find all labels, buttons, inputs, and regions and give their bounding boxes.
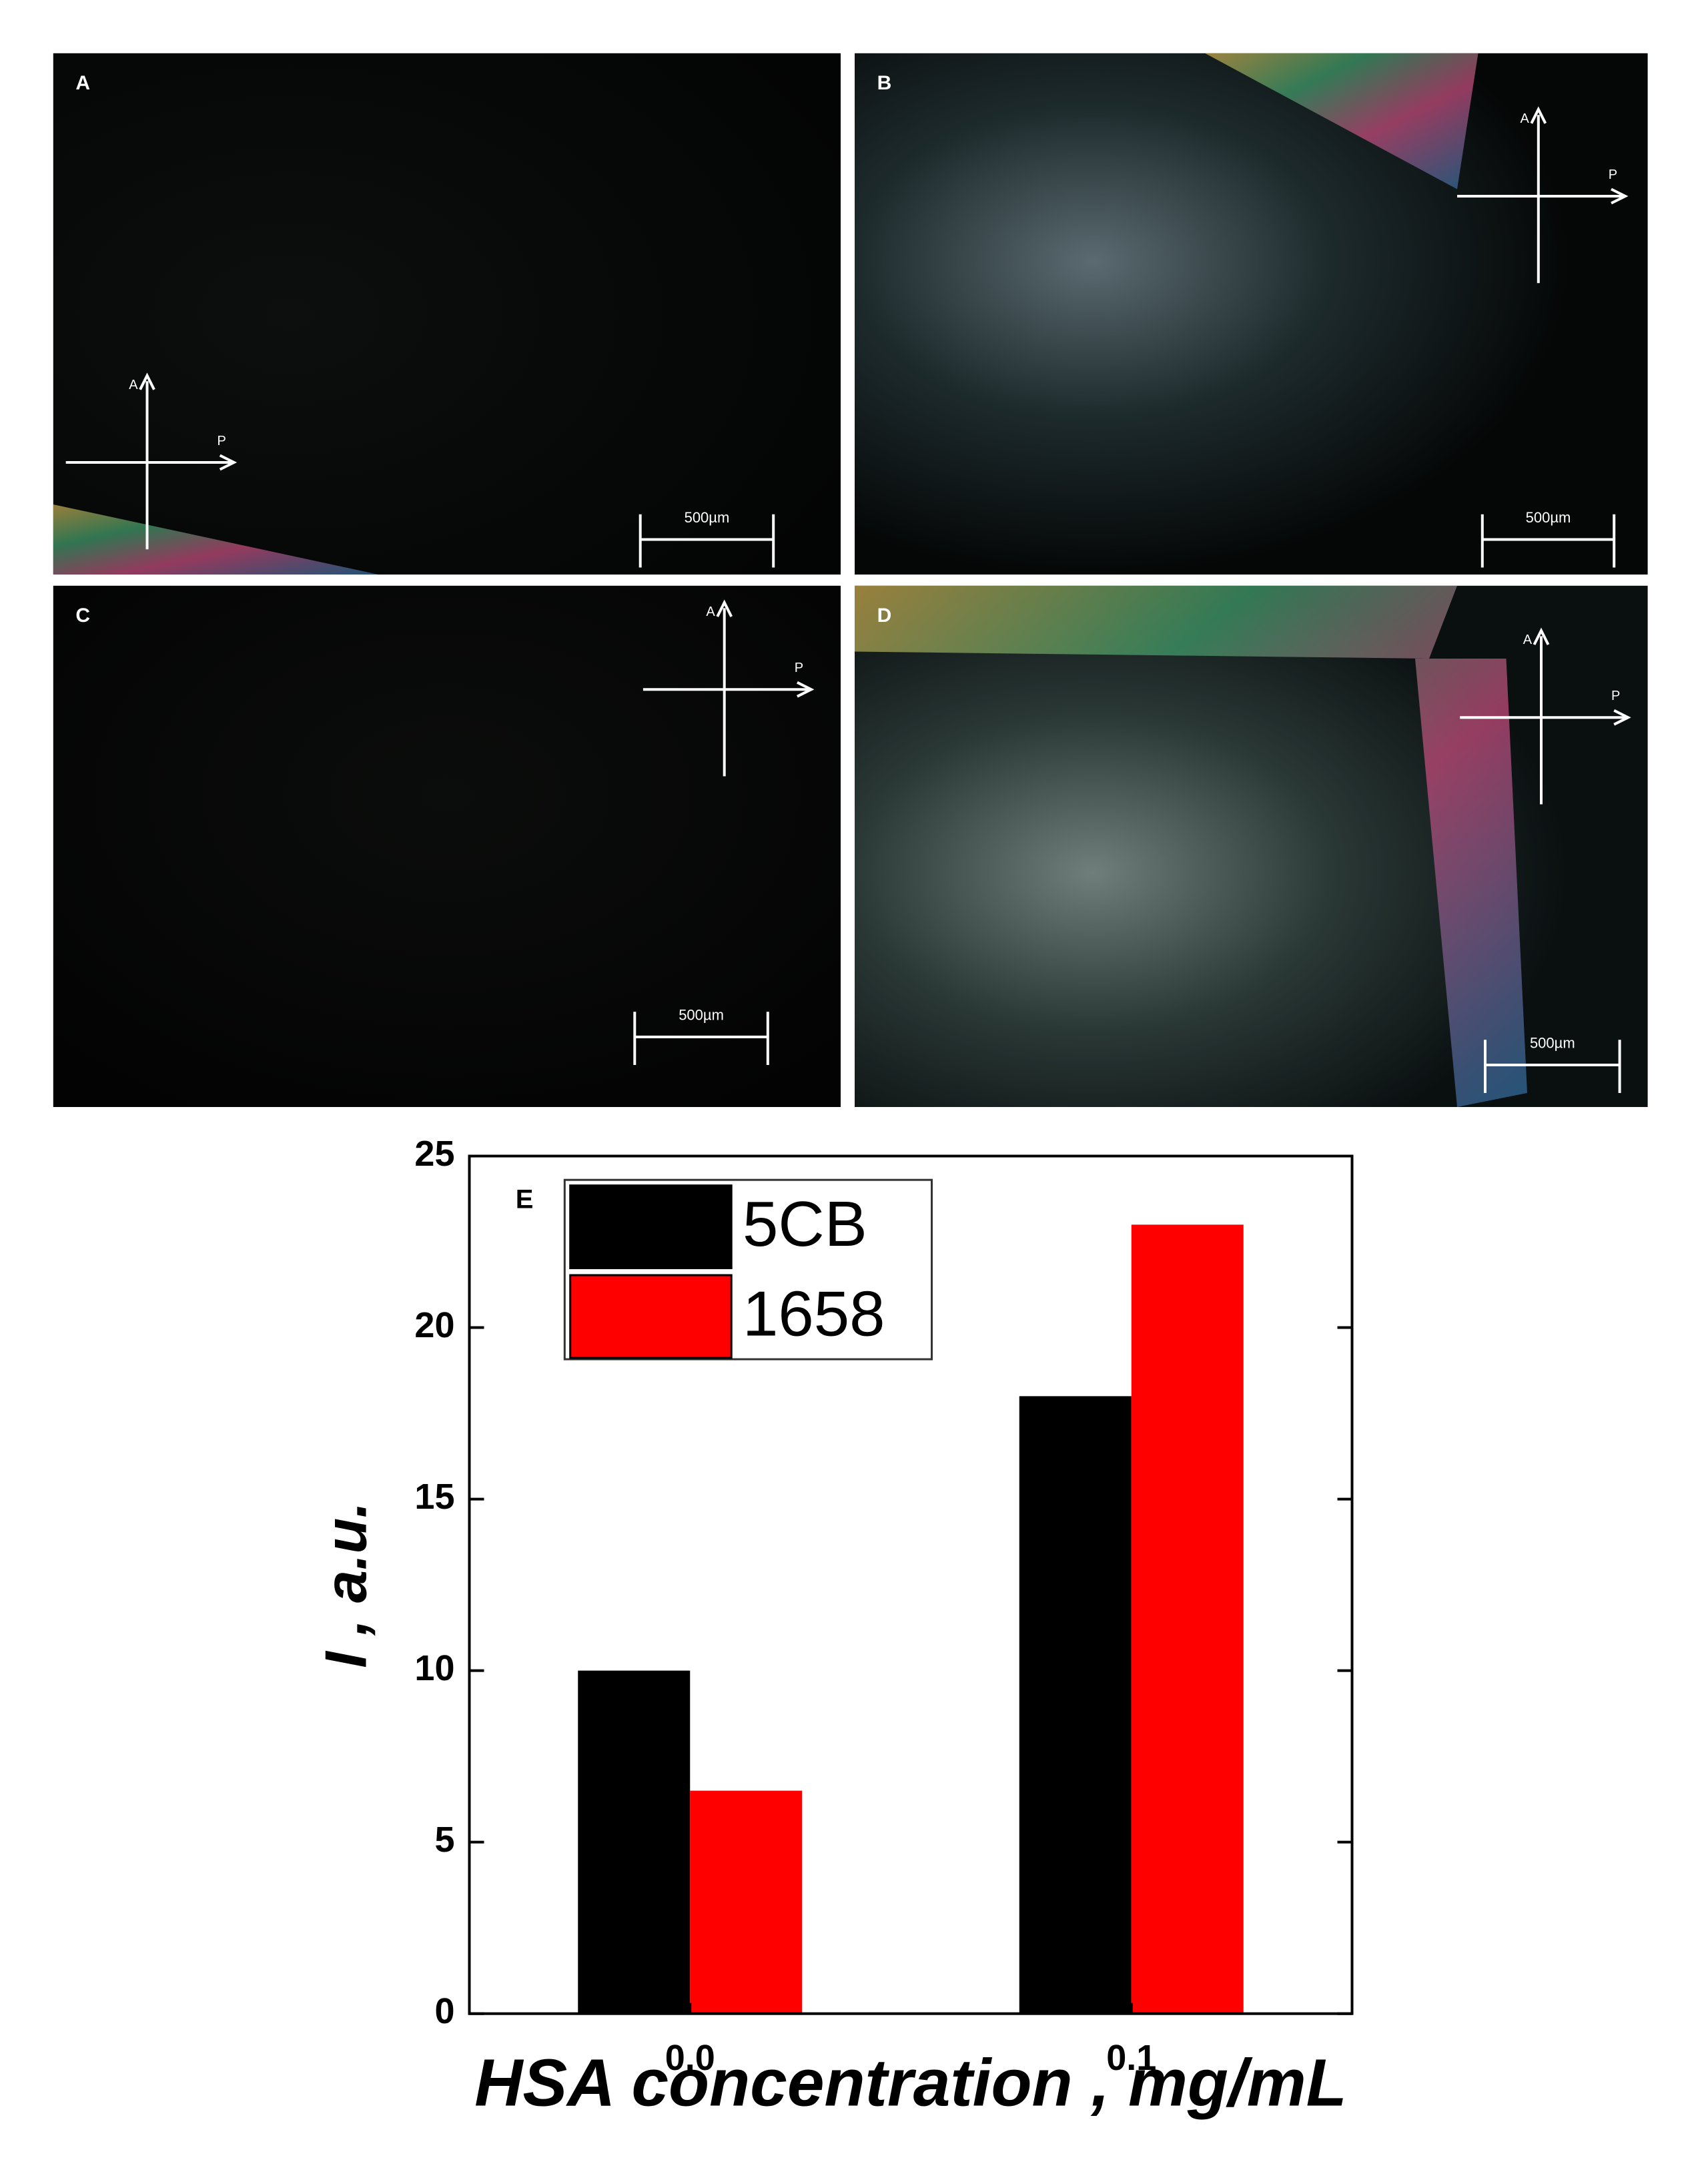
micrographs: A A P 500µm B A P 500µm C A P 500µm D A P 500µm (53, 53, 1648, 1107)
scale-bar-label: 500µm (1530, 1034, 1575, 1051)
panel-label: A (75, 72, 90, 94)
analyzer-label: A (1523, 633, 1533, 647)
micrograph (855, 53, 1648, 575)
arrow-head (1530, 106, 1547, 124)
polarizer-label: P (218, 434, 226, 448)
y-tick-label: 20 (414, 1305, 454, 1345)
y-tick-label: 15 (414, 1477, 454, 1517)
panel-label: E (516, 1184, 534, 1214)
y-tick-label: 25 (414, 1134, 454, 1174)
birefringent-region (53, 504, 379, 575)
scale-bar-label: 500µm (679, 1006, 724, 1023)
arrow-head (1533, 627, 1550, 645)
y-tick-label: 10 (414, 1648, 454, 1688)
panel-label: B (877, 72, 892, 94)
analyzer-label: A (1521, 111, 1530, 126)
bar (690, 1790, 803, 2014)
arrow-head (1613, 709, 1631, 726)
analyzer-label: A (129, 378, 138, 392)
arrow-head (139, 372, 155, 390)
arrow-head (797, 681, 815, 698)
bar-chart: 0.0 0.1 0 5 10 15 20 25 E 5CB 1658 I , a.u. HSA conc… (312, 1134, 1354, 2120)
micrograph (855, 585, 1648, 1107)
analyzer-label: A (706, 605, 715, 619)
polarizer-label: P (1609, 167, 1617, 182)
y-tick-label: 5 (434, 1820, 454, 1860)
y-axis-label: I , a.u. (312, 1501, 378, 1668)
polarizer-label: P (1611, 689, 1620, 703)
x-tick-label: 0.0 (665, 2038, 715, 2078)
bar (1131, 1224, 1244, 2014)
birefringent-region (855, 585, 1527, 1107)
x-axis-label: HSA concentration , mg/mL (474, 2045, 1347, 2120)
micrograph (53, 585, 841, 1107)
legend-label: 1658 (743, 1278, 885, 1349)
bar (1019, 1396, 1132, 2014)
legend-label: 5CB (743, 1188, 867, 1260)
arrow-head (219, 454, 238, 471)
scale-bar-label: 500µm (1526, 509, 1571, 526)
panel-label: C (75, 605, 90, 627)
polarizer-label: P (795, 661, 803, 675)
plot-frame (468, 1154, 1354, 2015)
panel-label: D (877, 605, 892, 627)
arrow-head (716, 599, 733, 617)
legend-swatch (569, 1184, 733, 1269)
legend-swatch (569, 1274, 733, 1359)
x-tick-label: 0.1 (1106, 2038, 1156, 2078)
bar (578, 1670, 691, 2014)
micrograph (53, 53, 841, 575)
arrow-head (1611, 188, 1629, 205)
scale-bar-label: 500µm (685, 509, 730, 526)
birefringent-region (1205, 53, 1478, 190)
y-tick-label: 0 (434, 1991, 454, 2031)
